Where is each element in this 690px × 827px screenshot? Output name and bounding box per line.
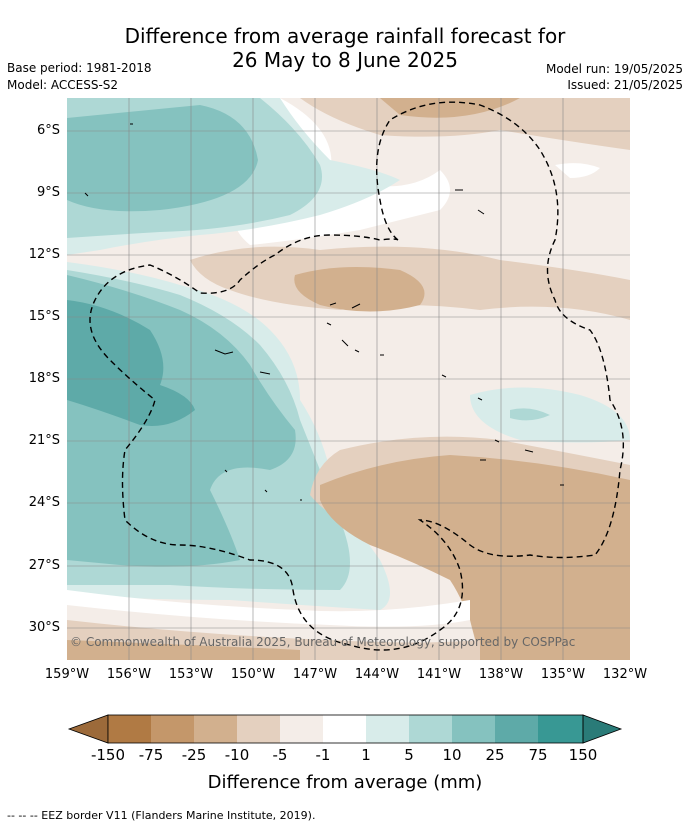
lon-label: 135°W bbox=[540, 667, 586, 682]
colorbar-swatch bbox=[280, 715, 323, 743]
lon-label: 144°W bbox=[354, 667, 400, 682]
lat-label: 9°S bbox=[36, 185, 60, 200]
colorbar-tick: -5 bbox=[272, 746, 288, 764]
lat-label: 6°S bbox=[36, 123, 60, 138]
colorbar-tick: 150 bbox=[568, 746, 598, 764]
colorbar-tick: -75 bbox=[138, 746, 164, 764]
issued-date: Issued: 21/05/2025 bbox=[567, 78, 683, 92]
islands bbox=[84, 123, 564, 501]
title-line-2: 26 May to 8 June 2025 bbox=[232, 48, 458, 72]
lon-label: 159°W bbox=[44, 667, 90, 682]
title-line-1: Difference from average rainfall forecas… bbox=[124, 24, 566, 48]
eez-border bbox=[89, 101, 625, 651]
colorbar-tick: -1 bbox=[315, 746, 331, 764]
colorbar-tick: 1 bbox=[361, 746, 371, 764]
base-period: Base period: 1981-2018 bbox=[7, 61, 152, 75]
lon-label: 150°W bbox=[230, 667, 276, 682]
map-title: Difference from average rainfall forecas… bbox=[0, 24, 690, 72]
colorbar-swatch bbox=[151, 715, 194, 743]
lon-label: 138°W bbox=[478, 667, 524, 682]
lat-label: 30°S bbox=[28, 620, 60, 635]
colorbar-label: Difference from average (mm) bbox=[207, 772, 483, 793]
rainfall-field bbox=[67, 98, 630, 660]
colorbar-swatch bbox=[194, 715, 237, 743]
lon-label: 132°W bbox=[602, 667, 648, 682]
colorbar-extend-high bbox=[582, 714, 623, 744]
colorbar bbox=[67, 714, 623, 744]
colorbar-swatch bbox=[237, 715, 280, 743]
lat-label: 21°S bbox=[28, 433, 60, 448]
copyright-notice: © Commonwealth of Australia 2025, Bureau… bbox=[70, 635, 576, 649]
colorbar-tick: -150 bbox=[90, 746, 126, 764]
colorbar-extend-low bbox=[67, 714, 109, 744]
model-name: Model: ACCESS-S2 bbox=[7, 78, 119, 92]
colorbar-tick: -10 bbox=[224, 746, 250, 764]
colorbar-outline bbox=[107, 714, 584, 744]
lat-label: 15°S bbox=[28, 309, 60, 324]
colorbar-swatch bbox=[108, 715, 151, 743]
colorbar-swatch bbox=[538, 715, 583, 743]
colorbar-ticks: -150 -75 -25 -10 -5 -1 1 5 10 25 75 150 bbox=[0, 746, 690, 766]
lon-label: 147°W bbox=[292, 667, 338, 682]
eez-legend-note: -- -- -- EEZ border V11 (Flanders Marine… bbox=[7, 809, 316, 822]
colorbar-tick: 25 bbox=[485, 746, 505, 764]
colorbar-tick: 5 bbox=[404, 746, 414, 764]
lat-label: 24°S bbox=[28, 495, 60, 510]
colorbar-tick: 10 bbox=[442, 746, 462, 764]
colorbar-swatch bbox=[495, 715, 538, 743]
colorbar-tick: -25 bbox=[181, 746, 207, 764]
graticule bbox=[67, 98, 630, 660]
lon-label: 153°W bbox=[168, 667, 214, 682]
lon-label: 141°W bbox=[416, 667, 462, 682]
lat-label: 27°S bbox=[28, 558, 60, 573]
colorbar-tick: 75 bbox=[528, 746, 548, 764]
lat-label: 12°S bbox=[28, 247, 60, 262]
model-run: Model run: 19/05/2025 bbox=[545, 62, 683, 76]
colorbar-swatch bbox=[323, 715, 366, 743]
colorbar-swatch bbox=[366, 715, 409, 743]
lon-label: 156°W bbox=[106, 667, 152, 682]
colorbar-swatch bbox=[409, 715, 452, 743]
colorbar-swatch bbox=[452, 715, 495, 743]
lat-label: 18°S bbox=[28, 371, 60, 386]
